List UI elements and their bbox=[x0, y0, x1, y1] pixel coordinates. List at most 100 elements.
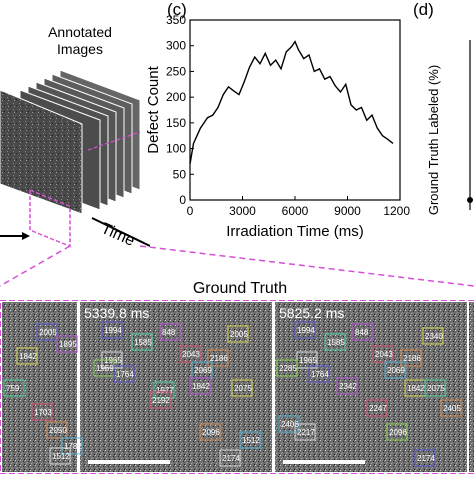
annotated-image-stack: Time bbox=[0, 0, 151, 260]
defect-box bbox=[239, 431, 261, 449]
defect-box bbox=[294, 321, 316, 339]
y-tick-label: 250 bbox=[166, 64, 186, 78]
defect-box bbox=[422, 327, 444, 345]
defect-box-label: 2247 bbox=[369, 404, 387, 413]
defect-box-label: 2075 bbox=[234, 384, 252, 393]
defect-box-label: 1895 bbox=[59, 340, 77, 349]
defect-box-label: 2096 bbox=[389, 428, 407, 437]
frame-1-timestamp: 5339.8 ms bbox=[84, 305, 149, 321]
defect-box-label: 1965 bbox=[299, 356, 317, 365]
defect-box bbox=[424, 379, 446, 397]
defect-box-label: 1842 bbox=[192, 382, 210, 391]
defect-box bbox=[131, 333, 153, 351]
defect-box bbox=[384, 361, 406, 379]
defect-box bbox=[31, 403, 53, 421]
defect-box-label: 2069 bbox=[194, 366, 212, 375]
panel-d: Ground Truth Labeled (%) bbox=[412, 40, 473, 215]
defect-box bbox=[227, 325, 249, 343]
defect-box bbox=[219, 449, 241, 467]
defect-box-label: 1842 bbox=[407, 384, 425, 393]
defect-box bbox=[46, 421, 68, 439]
panel-d-point bbox=[467, 197, 473, 203]
defect-box-label: 1512 bbox=[52, 452, 70, 461]
defect-box bbox=[113, 365, 135, 383]
defect-box bbox=[199, 423, 221, 441]
defect-box-label: 1512 bbox=[242, 436, 260, 445]
defect-box-label: 2050 bbox=[49, 426, 67, 435]
defect-box-label: 1842 bbox=[19, 352, 37, 361]
y-tick-label: 0 bbox=[179, 193, 186, 207]
defect-box-label: 2285 bbox=[279, 364, 297, 373]
stack-graphic: Time bbox=[0, 69, 151, 250]
defect-box-label: 1782 bbox=[64, 442, 82, 451]
frame-2-timestamp: 5825.2 ms bbox=[279, 305, 344, 321]
defect-box bbox=[149, 391, 171, 409]
defect-box bbox=[36, 323, 58, 341]
defect-count-line bbox=[189, 40, 394, 165]
defect-box bbox=[336, 377, 358, 395]
defect-box-label: 1585 bbox=[134, 338, 152, 347]
panel-d-ylabel: Ground Truth Labeled (%) bbox=[426, 65, 441, 215]
panel-label-d: (d) bbox=[413, 0, 434, 19]
panel-label-c: (c) bbox=[167, 0, 187, 19]
scale-bar-1 bbox=[88, 460, 170, 464]
time-arrow bbox=[0, 217, 151, 247]
defect-box-label: 2186 bbox=[210, 354, 228, 363]
defect-box-label: 1764 bbox=[311, 370, 329, 379]
defect-box-label: 2005 bbox=[39, 328, 57, 337]
defect-box bbox=[440, 399, 462, 417]
plot-frame bbox=[189, 19, 401, 201]
x-tick-label: 6000 bbox=[282, 204, 309, 218]
defect-box bbox=[386, 423, 408, 441]
x-axis-label: Irradiation Time (ms) bbox=[226, 223, 364, 240]
scale-bar-2 bbox=[283, 460, 365, 464]
defect-box bbox=[61, 437, 83, 455]
defect-box bbox=[159, 323, 181, 341]
y-tick-label: 150 bbox=[166, 116, 186, 130]
defect-box bbox=[189, 377, 211, 395]
defect-box-label: 2043 bbox=[375, 350, 393, 359]
defect-box bbox=[372, 345, 394, 363]
defect-box-label: 2405 bbox=[443, 404, 461, 413]
defect-box-label: 1977 bbox=[156, 386, 174, 395]
defect-box-label: 2174 bbox=[222, 454, 240, 463]
defect-box-label: 848 bbox=[162, 328, 176, 337]
y-axis-label: Defect Count bbox=[145, 65, 162, 153]
frame-2 bbox=[275, 302, 467, 472]
defect-box bbox=[366, 399, 388, 417]
defect-box-label: 2069 bbox=[387, 366, 405, 375]
defect-box-label: 2217 bbox=[297, 428, 315, 437]
defect-box-label: 759 bbox=[6, 384, 20, 393]
defect-box bbox=[294, 423, 316, 441]
defect-box-label: 1585 bbox=[327, 338, 345, 347]
defect-box-label: 2406 bbox=[281, 420, 299, 429]
stack-title: Annotated Images bbox=[48, 24, 112, 57]
x-tick-label: 0 bbox=[187, 204, 194, 218]
y-tick-label: 350 bbox=[166, 13, 186, 27]
defect-box bbox=[414, 449, 436, 467]
defect-box-label: 848 bbox=[355, 328, 369, 337]
defect-box bbox=[49, 447, 71, 465]
stack-sheets bbox=[0, 69, 141, 248]
defect-box bbox=[179, 345, 201, 363]
defect-box-label: 1703 bbox=[34, 408, 52, 417]
defect-box bbox=[207, 349, 229, 367]
defect-box-label: 2342 bbox=[339, 382, 357, 391]
defect-box-label: 2005 bbox=[230, 330, 248, 339]
y-tick-label: 200 bbox=[166, 90, 186, 104]
defect-box-label: 2075 bbox=[427, 384, 445, 393]
defect-box bbox=[324, 333, 346, 351]
ground-truth-frames: 5339.8 ms 5825.2 ms 2005 1895 1842 759 1703 2… bbox=[0, 299, 474, 475]
defect-box bbox=[101, 321, 123, 339]
defect-box-label: 2043 bbox=[182, 350, 200, 359]
x-tick-label: 3000 bbox=[229, 204, 256, 218]
defect-box-label: 1994 bbox=[104, 326, 122, 335]
defect-box bbox=[308, 365, 330, 383]
defect-box bbox=[3, 379, 25, 397]
defect-box bbox=[153, 381, 175, 399]
y-tick-label: 100 bbox=[166, 142, 186, 156]
defect-box-label: 1994 bbox=[297, 326, 315, 335]
defect-box bbox=[400, 349, 422, 367]
